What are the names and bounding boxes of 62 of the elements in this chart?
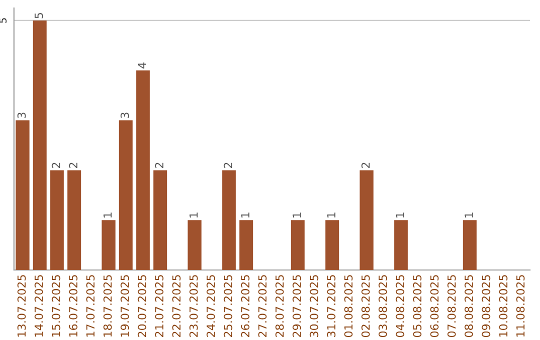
x-tick-label: 26.07.2025	[241, 275, 250, 337]
x-tick-label: 29.07.2025	[292, 275, 302, 337]
x-tick-label: 07.08.2025	[447, 275, 456, 338]
x-tick-label: 31.07.2025	[327, 275, 336, 337]
x-tick-label: 30.07.2025	[310, 275, 318, 337]
data-label: 2	[69, 162, 78, 168]
data-label: 2	[52, 162, 60, 168]
x-tick-label: 23.07.2025	[189, 275, 198, 337]
data-label: 3	[17, 112, 26, 118]
data-label: 2	[224, 162, 232, 168]
x-tick-label: 10.08.2025	[499, 275, 508, 337]
x-tick-label: 08.08.2025	[464, 275, 474, 338]
data-label: 2	[155, 162, 164, 168]
x-tick-label: 17.07.2025	[86, 275, 95, 337]
bar	[16, 120, 30, 270]
x-tick-label: 24.07.2025	[206, 275, 216, 337]
bar	[222, 170, 236, 270]
bar	[239, 220, 254, 270]
x-tick-label: 19.07.2025	[120, 275, 130, 337]
x-tick-label: 18.07.2025	[103, 275, 112, 337]
x-tick-label: 20.07.2025	[138, 275, 146, 337]
data-label: 4	[138, 62, 146, 68]
bar	[102, 220, 116, 270]
bar	[188, 220, 202, 270]
bar	[360, 170, 374, 270]
x-tick-label: 14.07.2025	[34, 275, 44, 337]
data-label: 1	[327, 212, 336, 218]
x-tick-label: 09.08.2025	[482, 275, 490, 338]
x-tick-label: 13.07.2025	[17, 275, 26, 337]
data-label: 2	[361, 162, 370, 168]
x-tick-label: 15.07.2025	[52, 275, 60, 337]
bar	[394, 220, 408, 270]
x-tick-label: 22.07.2025	[172, 275, 181, 337]
x-tick-label: 01.08.2025	[344, 275, 353, 338]
x-tick-label: 03.08.2025	[378, 275, 388, 338]
data-label: 1	[241, 212, 250, 218]
x-tick-label: 02.08.2025	[361, 275, 370, 338]
data-label: 1	[190, 212, 198, 218]
x-tick-label: 27.07.2025	[258, 275, 267, 337]
data-label: 1	[104, 212, 112, 218]
x-tick-label: 16.07.2025	[69, 275, 78, 337]
x-tick-label: 11.08.2025	[516, 275, 525, 337]
bar	[67, 170, 82, 270]
x-tick-label: 05.08.2025	[413, 275, 422, 338]
bar	[290, 220, 305, 270]
data-label: 1	[396, 212, 404, 218]
bar	[325, 220, 340, 270]
x-tick-label: 25.07.2025	[224, 275, 232, 337]
data-label: 1	[292, 212, 301, 218]
data-label: 5	[34, 12, 44, 18]
x-tick-label: 28.07.2025	[275, 275, 284, 337]
data-label: 3	[120, 112, 130, 118]
data-label: 1	[464, 212, 473, 218]
x-tick-label: 06.08.2025	[430, 275, 439, 338]
bar	[50, 170, 64, 270]
bar	[32, 20, 47, 270]
bar	[118, 120, 133, 270]
bar	[462, 220, 477, 270]
x-tick-label: 04.08.2025	[396, 275, 404, 338]
bar	[136, 70, 150, 270]
bar	[153, 170, 168, 270]
x-tick-label: 21.07.2025	[155, 275, 164, 337]
